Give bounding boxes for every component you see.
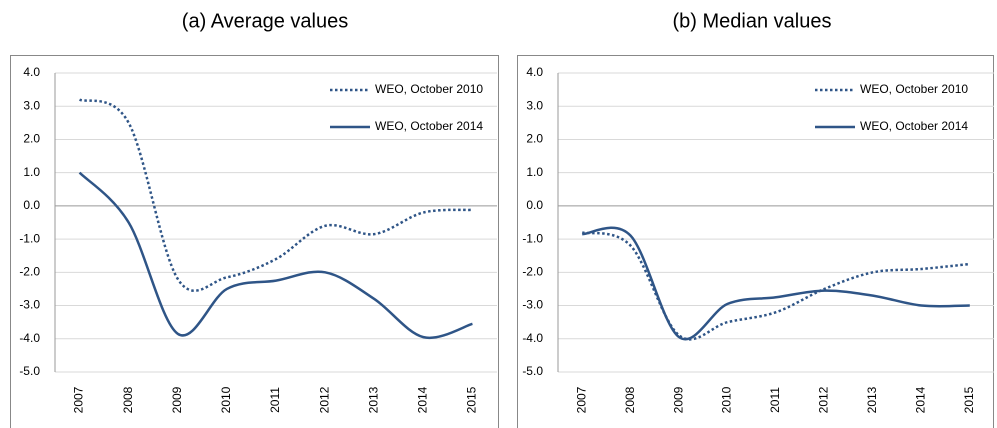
y-tick-label: 1.0 xyxy=(23,165,40,179)
x-tick-label: 2011 xyxy=(268,387,282,413)
x-tick-label: 2011 xyxy=(768,387,782,413)
x-tick-label: 2008 xyxy=(121,386,135,413)
legend-label: WEO, October 2014 xyxy=(375,119,483,133)
x-tick-label: 2007 xyxy=(574,386,588,413)
y-tick-label: 0.0 xyxy=(526,198,543,212)
x-tick-label: 2012 xyxy=(317,386,331,413)
x-tick-label: 2013 xyxy=(865,386,879,413)
y-tick-label: -1.0 xyxy=(522,231,543,245)
panel-frame xyxy=(517,55,994,428)
y-tick-label: -3.0 xyxy=(522,298,543,312)
x-tick-label: 2013 xyxy=(366,386,380,413)
y-tick-label: 3.0 xyxy=(23,98,40,112)
y-tick-label: -3.0 xyxy=(19,298,40,312)
y-tick-label: -2.0 xyxy=(19,265,40,279)
x-tick-label: 2007 xyxy=(72,386,86,413)
y-tick-label: -4.0 xyxy=(522,331,543,345)
x-tick-label: 2008 xyxy=(623,386,637,413)
x-tick-label: 2010 xyxy=(720,386,734,413)
y-tick-label: -4.0 xyxy=(19,331,40,345)
y-tick-label: 0.0 xyxy=(23,198,40,212)
panel-frame xyxy=(10,55,499,428)
y-tick-label: 2.0 xyxy=(23,132,40,146)
line-series xyxy=(78,171,473,340)
x-tick-label: 2010 xyxy=(219,386,233,413)
x-tick-label: 2014 xyxy=(914,386,928,413)
x-tick-label: 2014 xyxy=(416,386,430,413)
y-tick-label: -5.0 xyxy=(522,364,543,378)
chart-title: (a) Average values xyxy=(182,10,348,32)
x-tick-label: 2012 xyxy=(817,386,831,413)
y-tick-label: -2.0 xyxy=(522,265,543,279)
line-series xyxy=(581,231,970,341)
chart-title: (b) Median values xyxy=(673,10,832,32)
y-tick-label: 1.0 xyxy=(526,165,543,179)
x-tick-label: 2009 xyxy=(170,386,184,413)
y-tick-label: 3.0 xyxy=(526,98,543,112)
legend-label: WEO, October 2010 xyxy=(860,82,968,96)
y-tick-label: 4.0 xyxy=(23,65,40,79)
x-tick-label: 2015 xyxy=(465,386,479,413)
line-series xyxy=(582,226,970,341)
y-tick-label: -1.0 xyxy=(19,231,40,245)
x-tick-label: 2015 xyxy=(962,386,976,413)
y-tick-label: -5.0 xyxy=(19,364,40,378)
y-tick-label: 2.0 xyxy=(526,132,543,146)
y-tick-label: 4.0 xyxy=(526,65,543,79)
line-series xyxy=(79,98,473,292)
legend-label: WEO, October 2010 xyxy=(375,82,483,96)
legend-label: WEO, October 2014 xyxy=(860,119,968,133)
x-tick-label: 2009 xyxy=(671,386,685,413)
